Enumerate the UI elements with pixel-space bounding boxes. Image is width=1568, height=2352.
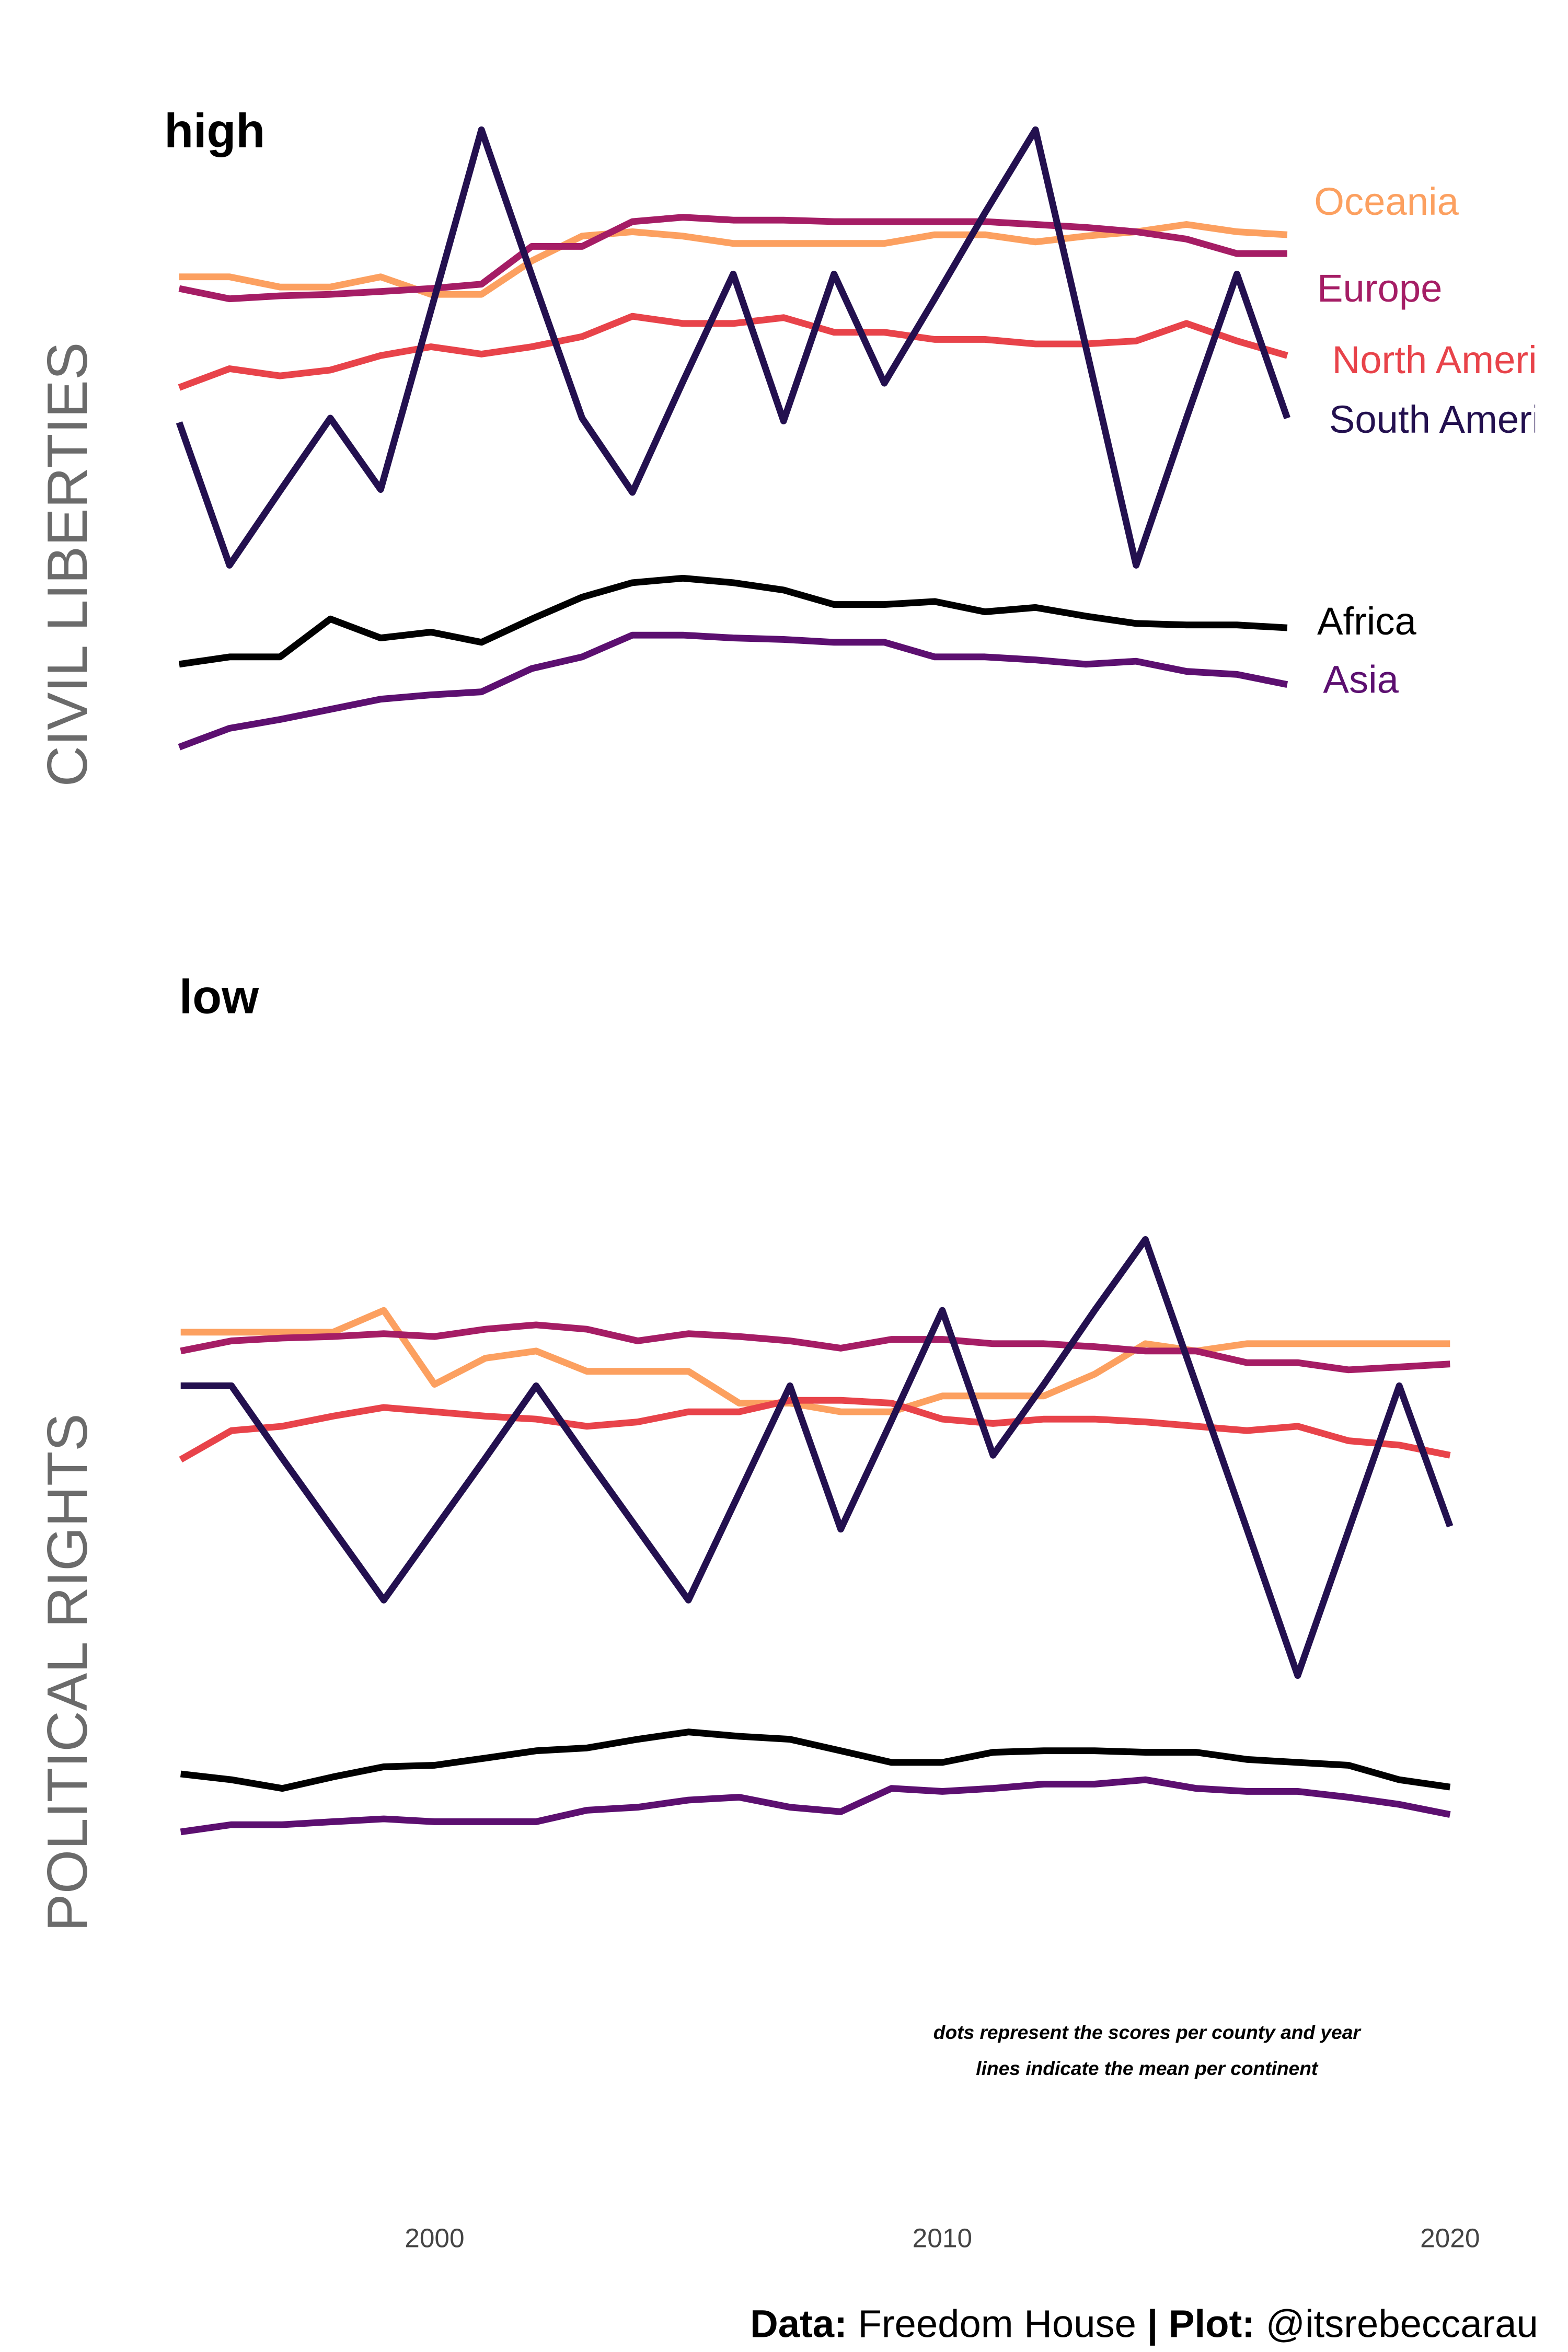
y-axis-title: CIVIL LIBERTIES <box>36 342 99 787</box>
line <box>178 631 1288 751</box>
caption-label: Plot: <box>1169 2302 1255 2345</box>
annotation: high <box>164 104 265 157</box>
x-tick-label: 2000 <box>405 2222 464 2253</box>
note: lines indicate the mean per continent <box>976 2057 1319 2079</box>
line <box>180 1728 1451 1792</box>
caption: Data: Freedom House | Plot: @itsrebeccar… <box>750 2302 1538 2346</box>
line <box>178 313 1288 391</box>
line <box>179 1397 1451 1463</box>
note: dots represent the scores per county and… <box>933 2021 1362 2043</box>
label-group: Oceania Europe North America South America A… <box>1314 180 1568 701</box>
line <box>180 1776 1451 1836</box>
line <box>180 1307 1450 1415</box>
line <box>180 1321 1450 1374</box>
line <box>178 214 1287 303</box>
series-label: Asia <box>1323 658 1399 701</box>
annotation: low <box>179 970 259 1023</box>
line <box>179 221 1288 298</box>
series-label: North America <box>1332 338 1568 382</box>
caption-separator: | <box>1147 2302 1158 2346</box>
x-tick-label: 2010 <box>913 2222 972 2253</box>
caption-label: Data: <box>750 2302 847 2345</box>
y-axis-title: POLITICAL RIGHTS <box>36 1413 99 1931</box>
series-label: Europe <box>1317 267 1442 310</box>
line <box>180 1236 1454 1679</box>
x-tick-label: 2020 <box>1420 2222 1480 2253</box>
caption-value: Freedom House <box>858 2302 1136 2345</box>
series-label: Oceania <box>1314 180 1459 223</box>
line <box>178 574 1288 668</box>
series-label: Africa <box>1317 599 1417 643</box>
line <box>176 126 1290 569</box>
series-label: South America <box>1329 398 1568 441</box>
caption-value: @itsrebeccarau <box>1266 2302 1538 2345</box>
